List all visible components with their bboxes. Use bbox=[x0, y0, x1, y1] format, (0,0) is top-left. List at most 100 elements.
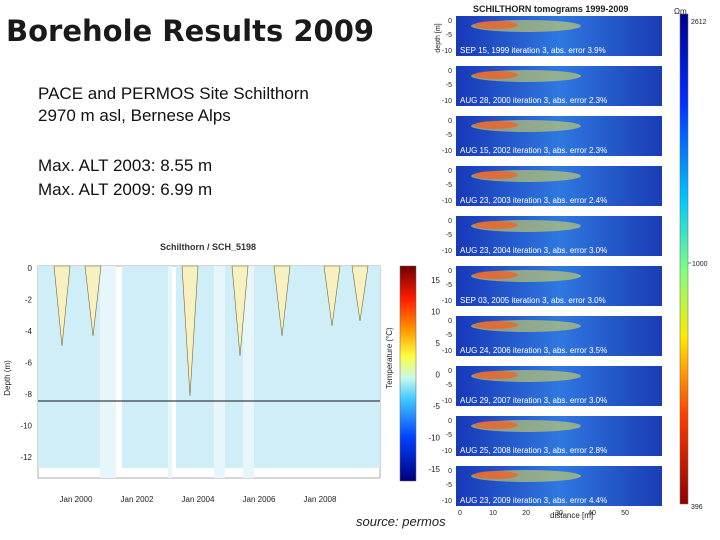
temperature-colorbar-label: Temperature (°C) bbox=[385, 327, 394, 389]
temperature-colorbar bbox=[399, 265, 417, 482]
tomogram-figure: SCHILTHORN tomograms 1999-2009 depth [m]… bbox=[435, 4, 708, 520]
tomogram-depth-tick: 0 bbox=[448, 218, 452, 225]
tomogram-active-layer bbox=[474, 421, 518, 429]
ground-temp-y-tick: 0 bbox=[28, 264, 33, 273]
ground-temp-stripe bbox=[336, 266, 356, 468]
tomogram-depth-tick: -5 bbox=[446, 232, 452, 239]
ground-temp-x-tick: Jan 2002 bbox=[121, 495, 154, 504]
tomogram-depth-tick: 0 bbox=[448, 18, 452, 25]
ground-temp-stripe bbox=[280, 266, 300, 468]
tomogram-depth-tick: -10 bbox=[442, 48, 452, 55]
tomogram-depth-tick: 0 bbox=[448, 118, 452, 125]
tomogram-depth-tick: -10 bbox=[442, 248, 452, 255]
max-alt-2009: Max. ALT 2009: 6.99 m bbox=[38, 180, 213, 199]
ground-temp-y-tick: -8 bbox=[25, 390, 33, 399]
ground-temperature-figure: Schilthorn / SCH_5198 Depth (m) 0 -2 -4 -6 -… bbox=[3, 242, 441, 504]
tomogram-depth-tick: 0 bbox=[448, 368, 452, 375]
ground-temp-y-tick: -2 bbox=[25, 296, 33, 305]
tomogram-active-layer bbox=[474, 321, 518, 329]
tomogram-panel-label: SEP 03, 2005 iteration 3, abs. error 3.0… bbox=[460, 296, 606, 305]
max-alt-2003: Max. ALT 2003: 8.55 m bbox=[38, 156, 213, 175]
tomogram-depth-tick: 0 bbox=[448, 268, 452, 275]
ground-temp-stripe bbox=[168, 266, 172, 478]
ground-temp-thaw-spike bbox=[231, 265, 249, 357]
tomogram-active-layer bbox=[474, 71, 518, 79]
tomogram-depth-tick: -5 bbox=[446, 32, 452, 39]
tomogram-active-layer bbox=[474, 371, 518, 379]
tomogram-depth-tick: 0 bbox=[448, 468, 452, 475]
ground-temp-title: Schilthorn / SCH_5198 bbox=[160, 242, 256, 252]
ground-temp-thaw-spike bbox=[84, 265, 102, 337]
tomogram-depth-tick: 0 bbox=[448, 68, 452, 75]
ground-temp-stripe bbox=[254, 266, 280, 468]
temperature-colorbar-tick: 15 bbox=[431, 276, 440, 285]
tomogram-depth-tick: -10 bbox=[442, 398, 452, 405]
tomogram-panel-label: AUG 24, 2006 iteration 3, abs. error 3.5… bbox=[460, 346, 607, 355]
tomogram-active-layer bbox=[474, 271, 518, 279]
tomogram-panel-label: AUG 23, 2003 iteration 3, abs. error 2.4… bbox=[460, 196, 607, 205]
ground-temp-x-tick: Jan 2008 bbox=[304, 495, 337, 504]
site-name: PACE and PERMOS Site Schilthorn bbox=[38, 84, 309, 103]
tomogram-depth-tick: 0 bbox=[448, 418, 452, 425]
ground-temp-thaw-spike bbox=[181, 265, 199, 397]
tomogram-depth-tick: -10 bbox=[442, 198, 452, 205]
tomogram-panel-label: AUG 25, 2008 iteration 3, abs. error 2.8… bbox=[460, 446, 607, 455]
tomogram-active-layer bbox=[474, 221, 518, 229]
ground-temp-stripe bbox=[214, 266, 225, 478]
tomogram-panel-label: AUG 23, 2009 iteration 3, abs. error 4.4… bbox=[460, 496, 607, 505]
ground-temp-thaw-spike bbox=[53, 265, 71, 347]
tomogram-active-layer bbox=[474, 21, 518, 29]
tomogram-depth-tick: -10 bbox=[442, 148, 452, 155]
tomogram-depth-tick: -5 bbox=[446, 132, 452, 139]
ground-temp-thaw-spike bbox=[351, 265, 369, 322]
tomogram-panel-label: AUG 29, 2007 iteration 3, abs. error 3.0… bbox=[460, 396, 607, 405]
ground-temp-stripe bbox=[100, 266, 116, 478]
colorbar-min-label: 396 bbox=[691, 504, 703, 511]
temperature-colorbar-tick: -15 bbox=[428, 465, 440, 474]
colorbar-unit: Ωm bbox=[674, 7, 687, 16]
tomogram-panel-label: AUG 28, 2000 iteration 3, abs. error 2.3… bbox=[460, 96, 607, 105]
tomogram-depth-tick: 0 bbox=[448, 168, 452, 175]
ground-temp-y-tick: -6 bbox=[25, 359, 33, 368]
tomogram-distance-tick: 0 bbox=[458, 510, 462, 517]
tomogram-depth-tick: -5 bbox=[446, 282, 452, 289]
tomogram-distance-tick: 10 bbox=[489, 510, 497, 517]
ground-temp-stripe bbox=[122, 266, 168, 468]
tomogram-active-layer bbox=[474, 121, 518, 129]
site-elevation: 2970 m asl, Bernese Alps bbox=[38, 106, 231, 125]
tomogram-depth-tick: -10 bbox=[442, 298, 452, 305]
tomogram-panel-label: AUG 15, 2002 iteration 3, abs. error 2.3… bbox=[460, 146, 607, 155]
tomogram-depth-tick: -10 bbox=[442, 98, 452, 105]
ground-temp-y-tick: -12 bbox=[20, 453, 32, 462]
tomogram-depth-tick: -5 bbox=[446, 482, 452, 489]
tomogram-depth-tick: -10 bbox=[442, 498, 452, 505]
ground-temp-thaw-spike bbox=[273, 265, 291, 337]
temperature-colorbar-tick: -10 bbox=[428, 434, 440, 443]
tomogram-active-layer bbox=[474, 171, 518, 179]
tomogram-distance-tick: 30 bbox=[555, 510, 563, 517]
ground-temp-x-tick: Jan 2004 bbox=[182, 495, 215, 504]
tomogram-title: SCHILTHORN tomograms 1999-2009 bbox=[473, 4, 628, 14]
ground-temp-x-tick: Jan 2006 bbox=[243, 495, 276, 504]
temperature-colorbar-tick: 5 bbox=[436, 339, 441, 348]
tomogram-depth-tick: -5 bbox=[446, 182, 452, 189]
temperature-colorbar-tick: 10 bbox=[431, 308, 440, 317]
ground-temp-thaw-spike bbox=[323, 265, 341, 327]
tomogram-depth-axis-label: depth [m] bbox=[435, 23, 442, 52]
slide-title: Borehole Results 2009 bbox=[6, 14, 375, 48]
ground-temp-y-tick: -4 bbox=[25, 327, 33, 336]
ground-temp-x-tick: Jan 2000 bbox=[60, 495, 93, 504]
ground-temp-stripe bbox=[300, 266, 318, 468]
tomogram-depth-tick: -10 bbox=[442, 348, 452, 355]
tomogram-distance-tick: 40 bbox=[588, 510, 596, 517]
ground-temp-stripe bbox=[243, 266, 254, 478]
tomogram-distance-axis-label: distance [m] bbox=[550, 511, 593, 520]
tomogram-distance-tick: 20 bbox=[522, 510, 530, 517]
tomogram-active-layer bbox=[474, 471, 518, 479]
ground-temp-y-tick: -10 bbox=[20, 422, 32, 431]
tomogram-panel-label: AUG 23, 2004 iteration 3, abs. error 3.0… bbox=[460, 246, 607, 255]
source-note: source: permos bbox=[356, 514, 446, 529]
colorbar-mid-label: 1000 bbox=[692, 261, 708, 268]
tomogram-depth-tick: -5 bbox=[446, 382, 452, 389]
tomogram-panel-label: SEP 15, 1999 iteration 3, abs. error 3.9… bbox=[460, 46, 606, 55]
